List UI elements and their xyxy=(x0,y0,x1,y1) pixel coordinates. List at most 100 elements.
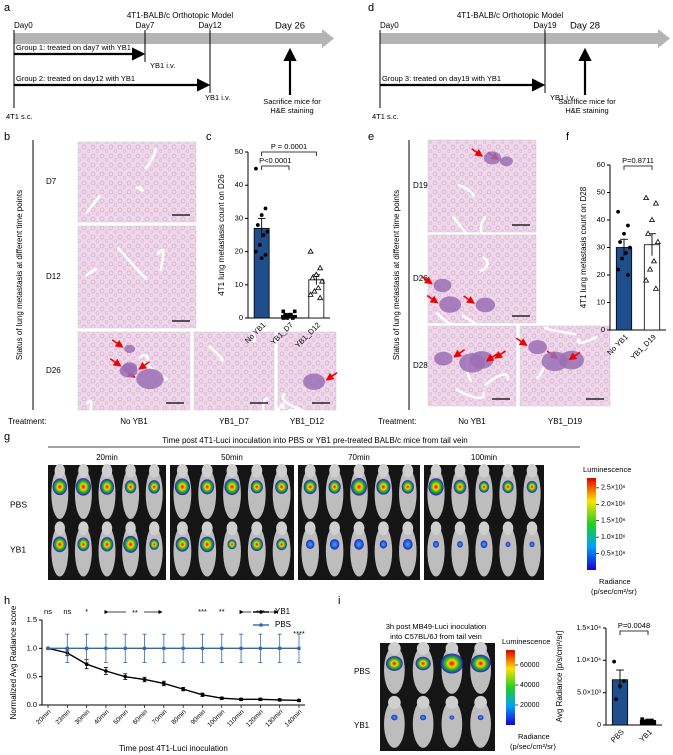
row-label: D12 xyxy=(46,272,61,281)
colorbar-tick-label: 1.0×10⁶ xyxy=(601,534,626,541)
histology-image xyxy=(77,225,197,329)
y-tick-label: 0 xyxy=(239,313,243,322)
y-tick-label: 30 xyxy=(235,213,243,222)
signal xyxy=(478,481,490,493)
signal xyxy=(305,539,315,550)
y-tick-label: 1.0×10⁴ xyxy=(576,657,601,664)
signal xyxy=(428,478,444,496)
endpoint-label: Sacrifice mice for xyxy=(263,97,321,106)
red-arrow xyxy=(463,295,475,304)
mouse xyxy=(399,468,417,520)
mouse-head xyxy=(478,521,490,536)
y-tick-label: 1.5 xyxy=(27,615,37,624)
signal xyxy=(250,480,263,494)
data-point xyxy=(278,646,282,650)
mouse-head xyxy=(125,521,136,536)
mouse xyxy=(399,525,417,577)
data-point xyxy=(65,646,69,650)
red-arrow xyxy=(325,372,338,381)
data-point xyxy=(648,216,656,222)
mouse-head xyxy=(430,463,442,478)
y-tick-label: 1.0 xyxy=(27,643,37,652)
bar xyxy=(253,227,270,319)
signal xyxy=(402,538,413,550)
panel-label: a xyxy=(4,2,11,14)
signal xyxy=(275,479,289,494)
colorbar-tick-label: 2.5×10⁶ xyxy=(601,485,626,492)
colorbar-unit: (p/sec/cm²/sr) xyxy=(510,742,556,751)
significance: * xyxy=(85,607,88,616)
endpoint-label: H&E staining xyxy=(270,106,313,115)
mouse-head xyxy=(388,641,401,655)
mouse xyxy=(247,468,266,520)
significance: ns xyxy=(44,607,52,616)
mouse-head xyxy=(502,463,514,478)
vessel xyxy=(138,353,150,367)
data-point xyxy=(652,200,660,206)
panel-label: d xyxy=(368,2,374,14)
red-arrow xyxy=(471,148,484,157)
group-label: Group 1: treated on day7 with YB1 xyxy=(16,43,131,52)
mouse xyxy=(499,525,517,577)
significance: *** xyxy=(256,608,265,617)
colorbar-unit: Radiance xyxy=(518,732,550,741)
imaging-title: 3h post MB49-Luci inoculation xyxy=(386,622,486,631)
bar xyxy=(615,247,633,331)
signal xyxy=(391,714,398,721)
mouse-head xyxy=(329,463,340,478)
y-axis-label: 4T1 lung metastasis count on D28 xyxy=(579,186,588,308)
x-tick-label: 110min xyxy=(226,708,246,728)
treatment-title: Treatment: xyxy=(378,417,416,426)
significance-bracket xyxy=(261,165,290,170)
signal xyxy=(100,537,114,552)
x-tick-label: 40min xyxy=(93,708,111,726)
red-arrow xyxy=(515,337,528,347)
mouse-head xyxy=(78,521,89,536)
x-tick-label: YB1_D19 xyxy=(629,332,658,361)
timeline-bar xyxy=(14,29,334,48)
data-point xyxy=(261,233,266,237)
data-point xyxy=(642,719,646,724)
mouse-head xyxy=(378,521,389,536)
x-tick-label: 100min xyxy=(206,708,226,728)
signal xyxy=(477,714,484,721)
data-point xyxy=(626,273,630,277)
y-tick-label: 30 xyxy=(597,242,605,251)
y-axis-label: Avg Radiance [p/s/cm²/sr] xyxy=(555,631,564,722)
colorbar-tick-label: 60000 xyxy=(520,662,540,669)
vessel xyxy=(262,397,269,428)
mouse xyxy=(523,525,541,577)
data-point xyxy=(307,291,314,297)
data-point xyxy=(257,243,262,247)
mouse xyxy=(325,525,344,577)
data-point xyxy=(254,166,258,171)
mouse xyxy=(122,468,140,520)
signal xyxy=(328,480,341,494)
iv-label: YB1 i.v. xyxy=(150,61,175,70)
significance: ns xyxy=(63,607,71,616)
mouse xyxy=(223,525,241,577)
colorbar-tick-label: 1.5×10⁶ xyxy=(601,518,626,525)
mouse-head xyxy=(101,521,113,536)
vessel xyxy=(483,373,510,387)
mouse xyxy=(247,525,266,577)
mouse-head xyxy=(402,521,414,536)
vessel xyxy=(231,313,256,344)
panel-label: g xyxy=(4,431,10,443)
data-point xyxy=(616,267,621,272)
data-point xyxy=(219,696,224,700)
data-point xyxy=(287,312,291,317)
data-point xyxy=(297,646,301,650)
treatment-label: No YB1 xyxy=(120,417,148,426)
vessel xyxy=(116,246,148,281)
data-point xyxy=(104,646,108,650)
data-point xyxy=(643,277,650,283)
signal xyxy=(480,540,488,549)
mouse-head xyxy=(388,695,401,709)
group-label: PBS xyxy=(354,667,370,676)
day-label: Day7 xyxy=(136,21,155,30)
metastasis xyxy=(136,368,164,390)
colorbar-tick-label: 20000 xyxy=(520,702,540,709)
colorbar-unit: Radiance xyxy=(599,577,631,586)
y-axis-label: 4T1 lung metastasis count on D26 xyxy=(217,174,226,296)
